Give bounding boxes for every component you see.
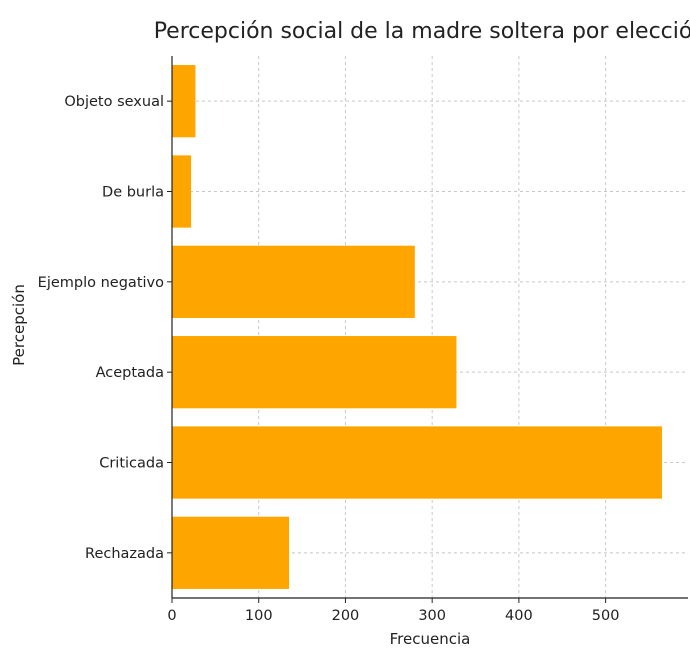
axes — [171, 56, 688, 599]
y-tick-label-3: Ejemplo negativo — [38, 275, 164, 291]
bar-de-burla — [172, 155, 192, 228]
x-axis-label: Frecuencia — [390, 630, 471, 648]
y-ticks: Rechazada Criticada Aceptada Ejemplo negati… — [38, 94, 172, 562]
y-axis-label: Percepción — [10, 284, 28, 366]
x-tick-label-5: 500 — [592, 608, 620, 624]
bar-aceptada — [172, 336, 457, 409]
bar-objeto-sexual — [172, 65, 196, 138]
x-ticks: 0 100 200 300 400 500 — [167, 598, 619, 624]
bar-criticada — [172, 426, 662, 499]
bars — [172, 65, 662, 589]
chart-title: Percepción social de la madre soltera po… — [154, 19, 690, 44]
y-tick-label-1: Criticada — [99, 456, 164, 472]
x-tick-label-3: 300 — [418, 608, 446, 624]
x-tick-label-2: 200 — [332, 608, 360, 624]
x-tick-label-4: 400 — [505, 608, 533, 624]
y-tick-label-4: De burla — [102, 185, 164, 201]
x-tick-label-0: 0 — [167, 608, 176, 624]
x-tick-label-1: 100 — [245, 608, 273, 624]
bar-rechazada — [172, 516, 290, 589]
y-tick-label-2: Aceptada — [96, 365, 164, 381]
bar-ejemplo-negativo — [172, 245, 415, 318]
y-tick-label-5: Objeto sexual — [64, 94, 164, 110]
y-tick-label-0: Rechazada — [85, 546, 164, 562]
